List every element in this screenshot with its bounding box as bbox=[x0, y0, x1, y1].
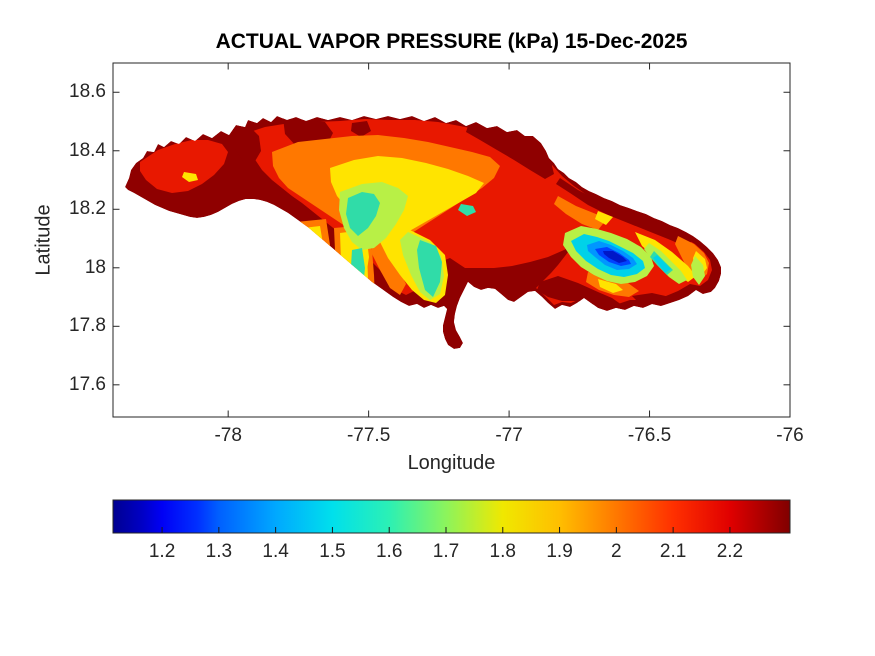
jamaica-contour-map bbox=[125, 116, 721, 349]
contour-darkred-secoast bbox=[632, 289, 705, 307]
contour-orange-between bbox=[372, 240, 406, 295]
contour-teal-dot bbox=[458, 204, 476, 216]
contour-orange-ne bbox=[554, 196, 606, 230]
contour-yellow-sespot bbox=[598, 279, 623, 293]
contour-yellowgreen-easttip bbox=[691, 256, 705, 285]
colorbar bbox=[112, 499, 791, 534]
contour-red-west bbox=[140, 140, 228, 193]
colorbar-tick-marks bbox=[161, 527, 731, 533]
contour-darkred-necoast bbox=[556, 178, 693, 247]
contour-darkred-top-small bbox=[351, 121, 371, 137]
contour-cyan-east bbox=[653, 255, 671, 273]
contour-teal-cockpit bbox=[346, 192, 380, 236]
axis-tick-marks bbox=[113, 63, 791, 417]
contour-teal-southband bbox=[417, 240, 442, 297]
contour-yellow-westdot bbox=[182, 172, 198, 182]
contour-darkred-north-3 bbox=[466, 126, 554, 179]
plot-title: ACTUAL VAPOR PRESSURE (kPa) 15-Dec-2025 bbox=[215, 30, 688, 53]
contour-darkred-se bbox=[537, 276, 622, 308]
contour-yellow-nespot bbox=[595, 211, 613, 225]
contour-darkblue-core bbox=[603, 251, 627, 263]
contour-darkred-north-2 bbox=[233, 127, 261, 163]
